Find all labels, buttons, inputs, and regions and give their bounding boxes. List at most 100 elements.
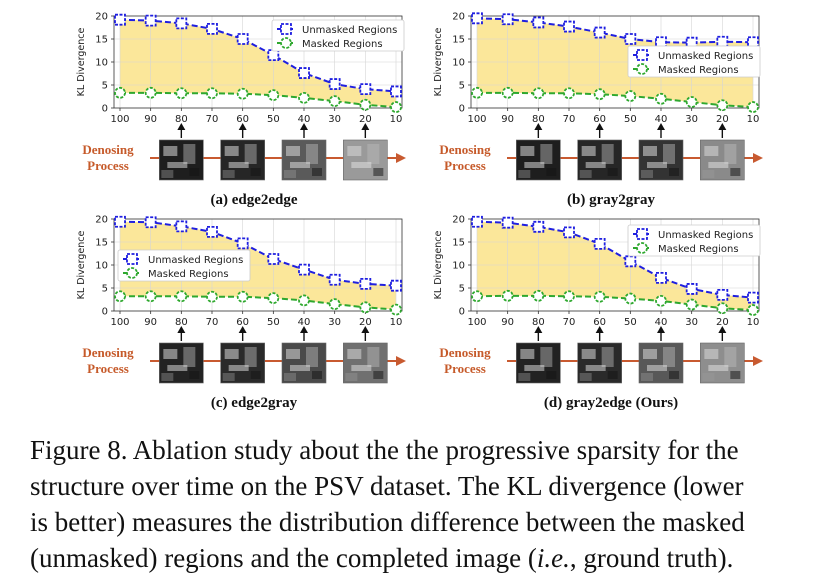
x-tick-label: 40 [298, 114, 311, 125]
point-masked [593, 88, 606, 101]
y-axis-label: KL Divergence [76, 28, 87, 97]
point-masked [716, 99, 729, 112]
x-tick-label: 20 [359, 114, 372, 125]
point-masked [593, 290, 606, 303]
x-tick-label: 10 [390, 114, 403, 125]
step-arrow-head [657, 123, 665, 130]
point-masked [390, 303, 402, 316]
point-masked [236, 290, 249, 303]
point-masked [532, 289, 545, 302]
denoising-thumbnail [343, 139, 388, 181]
process-label-line-1: Denosing [82, 142, 134, 157]
legend: Unmasked Regions Masked Regions [627, 224, 761, 257]
point-masked [175, 290, 188, 303]
point-masked [298, 294, 310, 307]
point-unmasked [593, 26, 606, 39]
x-tick-label: 100 [110, 114, 129, 125]
denoising-thumbnail [220, 342, 265, 384]
caption-line-2: structure over time on the PSV dataset. … [30, 471, 744, 501]
point-masked [206, 87, 218, 100]
y-axis-label: KL Divergence [433, 231, 444, 300]
caption-ie: i.e. [536, 543, 570, 573]
subfigure-title: (a) edge2edge [210, 192, 297, 208]
x-tick-label: 40 [655, 114, 668, 125]
x-tick-label: 60 [593, 114, 606, 125]
point-unmasked [298, 67, 310, 79]
caption-line-4-start: (unmasked) regions and the completed ima… [30, 543, 537, 573]
y-tick-label: 10 [95, 261, 108, 272]
series-line-masked [476, 294, 754, 312]
x-tick-label: 50 [624, 114, 637, 125]
x-tick-label: 70 [563, 317, 576, 328]
x-tick-label: 20 [716, 317, 729, 328]
x-tick-label: 30 [685, 114, 698, 125]
legend: Unmasked Regions Masked Regions [271, 19, 405, 52]
point-unmasked [236, 33, 249, 45]
series-line-masked [120, 91, 397, 109]
point-masked [624, 292, 637, 305]
x-tick-label: 30 [685, 317, 698, 328]
step-arrow-head [718, 326, 727, 333]
x-tick-label: 70 [206, 114, 219, 125]
point-unmasked [532, 16, 545, 29]
series-line-unmasked [119, 18, 397, 93]
point-unmasked [328, 78, 341, 90]
legend: Unmasked Regions Masked Regions [627, 45, 761, 78]
point-unmasked [359, 83, 372, 96]
process-label-line-1: Denosing [439, 142, 491, 157]
y-axis-label: KL Divergence [433, 28, 444, 97]
point-masked [685, 96, 698, 108]
caption-line-3: is better) measures the distribution dif… [30, 507, 745, 537]
point-masked [501, 86, 514, 99]
step-arrow-head [300, 326, 308, 333]
y-tick-label: 0 [102, 104, 108, 115]
x-tick-label: 10 [747, 114, 760, 125]
x-tick-label: 60 [236, 114, 249, 125]
point-unmasked [501, 13, 514, 26]
denoising-thumbnail [638, 342, 684, 384]
gap-fill [120, 221, 396, 310]
chart-panel-3: 0 5 10 15 20 100 90 80 70 60 50 40 30 20 10 KL Divergen… [433, 215, 763, 411]
point-masked [532, 87, 545, 100]
x-tick-label: 100 [110, 317, 129, 328]
process-label-line-1: Denosing [439, 345, 491, 360]
point-unmasked [206, 22, 218, 35]
x-tick-label: 100 [467, 317, 486, 328]
point-unmasked [267, 253, 280, 265]
x-tick-label: 40 [298, 317, 311, 328]
legend-box [627, 224, 761, 257]
point-masked [114, 86, 126, 99]
point-masked [685, 298, 698, 311]
point-unmasked [624, 33, 637, 45]
point-masked [206, 290, 218, 303]
point-unmasked [390, 279, 402, 292]
y-tick-label: 20 [95, 215, 108, 226]
y-tick-label: 5 [102, 284, 108, 295]
y-tick-label: 20 [95, 12, 108, 23]
point-unmasked [471, 215, 483, 228]
point-unmasked [236, 237, 249, 250]
chart-panel-0: 0 5 10 15 20 100 90 80 70 60 50 40 30 20 10 KL Divergen… [76, 12, 406, 208]
step-arrow-head [238, 326, 247, 333]
point-masked [655, 92, 667, 105]
y-tick-label: 5 [459, 81, 465, 92]
point-masked [747, 101, 759, 113]
process-label-line-2: Process [87, 361, 129, 376]
step-arrow-head [718, 123, 727, 130]
denoising-thumbnail [281, 342, 327, 384]
x-tick-label: 30 [328, 317, 341, 328]
point-masked [114, 290, 126, 303]
point-masked [501, 289, 514, 302]
y-tick-label: 0 [459, 307, 465, 318]
y-tick-label: 0 [102, 307, 108, 318]
point-masked [747, 304, 759, 316]
step-arrow-head [361, 326, 370, 333]
step-arrow-head [595, 326, 604, 333]
legend-box [271, 19, 405, 52]
legend-marker-masked [280, 37, 292, 49]
subfigure-title: (c) edge2gray [211, 395, 298, 411]
point-masked [359, 301, 372, 314]
caption-line-4: (unmasked) regions and the completed ima… [30, 540, 820, 576]
x-tick-label: 30 [328, 114, 341, 125]
